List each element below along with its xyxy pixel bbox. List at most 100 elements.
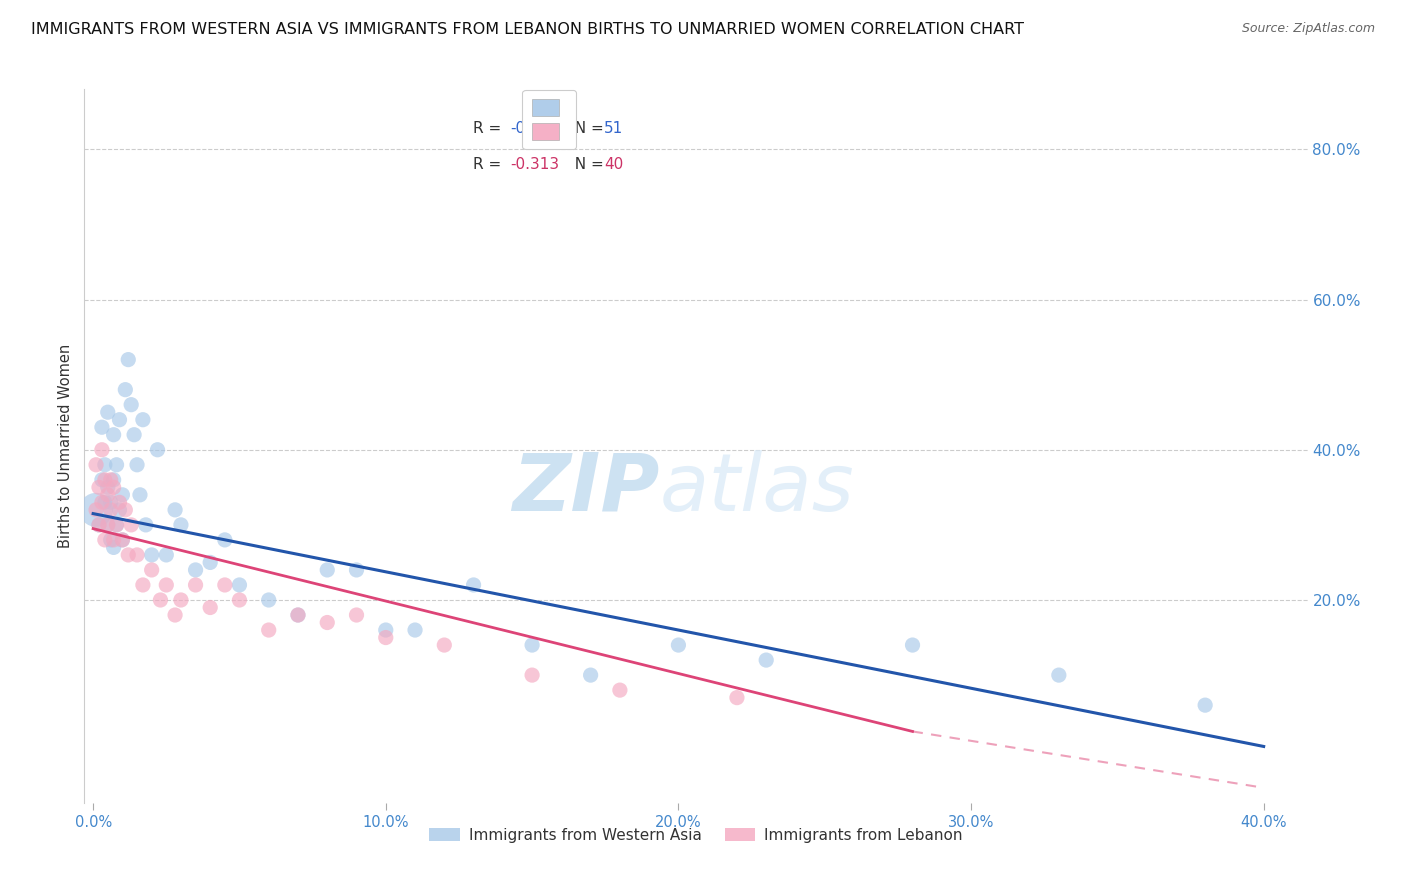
Point xyxy=(170,593,193,607)
Point xyxy=(755,653,778,667)
Point xyxy=(103,533,125,547)
Y-axis label: Births to Unmarried Women: Births to Unmarried Women xyxy=(58,344,73,548)
Point xyxy=(114,383,136,397)
Text: N =: N = xyxy=(565,121,609,136)
Point xyxy=(129,488,152,502)
Text: 51: 51 xyxy=(605,121,623,136)
Text: ZIP: ZIP xyxy=(512,450,659,528)
Point xyxy=(122,427,145,442)
Text: IMMIGRANTS FROM WESTERN ASIA VS IMMIGRANTS FROM LEBANON BIRTHS TO UNMARRIED WOME: IMMIGRANTS FROM WESTERN ASIA VS IMMIGRAN… xyxy=(31,22,1024,37)
Point xyxy=(125,458,148,472)
Point xyxy=(90,442,112,457)
Point xyxy=(257,593,280,607)
Point xyxy=(520,638,543,652)
Point xyxy=(132,578,155,592)
Point xyxy=(170,517,193,532)
Point xyxy=(1047,668,1070,682)
Point xyxy=(97,488,120,502)
Point xyxy=(97,517,120,532)
Point xyxy=(228,578,250,592)
Point xyxy=(287,607,309,622)
Point xyxy=(84,458,107,472)
Point xyxy=(100,495,122,509)
Point xyxy=(287,607,309,622)
Point xyxy=(433,638,456,652)
Point xyxy=(374,623,396,637)
Point xyxy=(87,517,110,532)
Text: R =: R = xyxy=(474,157,506,171)
Point xyxy=(135,517,157,532)
Point xyxy=(155,548,177,562)
Text: R =: R = xyxy=(474,121,506,136)
Point xyxy=(111,533,134,547)
Point xyxy=(214,533,236,547)
Point xyxy=(901,638,924,652)
Point xyxy=(155,578,177,592)
Text: Source: ZipAtlas.com: Source: ZipAtlas.com xyxy=(1241,22,1375,36)
Point xyxy=(97,405,120,419)
Point xyxy=(579,668,602,682)
Point xyxy=(103,480,125,494)
Point xyxy=(114,503,136,517)
Point xyxy=(94,495,117,509)
Point xyxy=(108,503,131,517)
Point xyxy=(103,541,125,555)
Point xyxy=(184,578,207,592)
Point xyxy=(316,615,339,630)
Point xyxy=(463,578,485,592)
Point xyxy=(103,473,125,487)
Point xyxy=(111,488,134,502)
Point xyxy=(146,442,169,457)
Point xyxy=(257,623,280,637)
Point xyxy=(132,413,155,427)
Point xyxy=(520,668,543,682)
Point xyxy=(120,517,142,532)
Point xyxy=(94,473,117,487)
Point xyxy=(120,398,142,412)
Point xyxy=(1194,698,1216,713)
Point xyxy=(84,503,107,517)
Point xyxy=(141,548,163,562)
Point xyxy=(87,480,110,494)
Point xyxy=(198,556,221,570)
Point xyxy=(105,517,128,532)
Text: -0.313: -0.313 xyxy=(510,157,560,171)
Point xyxy=(90,495,112,509)
Point xyxy=(90,420,112,434)
Point xyxy=(346,563,368,577)
Point xyxy=(374,631,396,645)
Point xyxy=(404,623,426,637)
Point xyxy=(97,480,120,494)
Point xyxy=(117,352,139,367)
Point xyxy=(111,533,134,547)
Point xyxy=(100,503,122,517)
Point xyxy=(165,503,187,517)
Point xyxy=(105,458,128,472)
Point xyxy=(97,517,120,532)
Point xyxy=(103,427,125,442)
Point xyxy=(725,690,748,705)
Point xyxy=(346,607,368,622)
Point xyxy=(165,607,187,622)
Point xyxy=(108,495,131,509)
Point xyxy=(214,578,236,592)
Point xyxy=(228,593,250,607)
Point xyxy=(100,533,122,547)
Point xyxy=(609,683,631,698)
Point xyxy=(105,517,128,532)
Point xyxy=(141,563,163,577)
Point xyxy=(90,473,112,487)
Point xyxy=(87,517,110,532)
Point xyxy=(117,548,139,562)
Point xyxy=(184,563,207,577)
Point xyxy=(668,638,690,652)
Point xyxy=(84,503,107,517)
Legend: Immigrants from Western Asia, Immigrants from Lebanon: Immigrants from Western Asia, Immigrants… xyxy=(423,822,969,848)
Text: N =: N = xyxy=(565,157,609,171)
Point xyxy=(125,548,148,562)
Point xyxy=(94,458,117,472)
Text: -0.487: -0.487 xyxy=(510,121,560,136)
Text: atlas: atlas xyxy=(659,450,853,528)
Point xyxy=(149,593,172,607)
Point xyxy=(198,600,221,615)
